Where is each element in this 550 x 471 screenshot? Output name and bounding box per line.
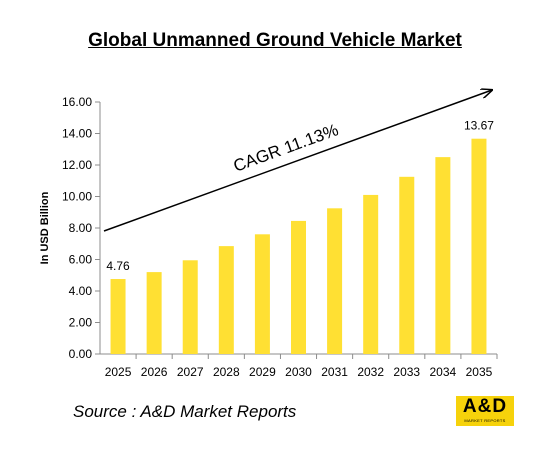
bar <box>327 208 343 354</box>
y-tick-label: 2.00 <box>69 316 93 330</box>
cagr-arrow <box>103 90 492 232</box>
y-tick-label: 12.00 <box>62 158 92 172</box>
bar <box>435 157 451 354</box>
bar <box>291 220 306 354</box>
logo: A&D MARKET REPORTS <box>456 396 514 426</box>
x-tick-label: 2026 <box>141 365 168 379</box>
bar <box>218 246 234 354</box>
bar <box>110 279 126 354</box>
cagr-annotation: CAGR 11.13% <box>231 120 341 176</box>
data-label: 13.67 <box>464 119 494 133</box>
source-text: Source : A&D Market Reports <box>73 402 297 421</box>
y-tick-label: 4.00 <box>69 284 93 298</box>
y-axis-label: In USD Billion <box>39 191 51 264</box>
bar <box>146 272 162 354</box>
x-tick-label: 2028 <box>213 365 240 379</box>
x-tick-label: 2033 <box>393 365 420 379</box>
x-tick-label: 2030 <box>285 365 312 379</box>
y-tick-label: 8.00 <box>69 221 93 235</box>
chart-title: Global Unmanned Ground Vehicle Market <box>88 30 462 51</box>
x-tick-label: 2029 <box>249 365 276 379</box>
y-tick-label: 14.00 <box>62 127 92 141</box>
x-tick-label: 2031 <box>321 365 348 379</box>
x-tick-label: 2025 <box>105 365 132 379</box>
y-tick-label: 6.00 <box>69 253 93 267</box>
x-tick-label: 2034 <box>430 365 457 379</box>
bar <box>182 260 198 354</box>
x-tick-label: 2032 <box>357 365 384 379</box>
bar <box>471 138 487 354</box>
bar <box>363 194 379 354</box>
bar <box>254 234 270 354</box>
bar <box>399 176 415 354</box>
y-tick-label: 0.00 <box>69 347 93 361</box>
data-label: 4.76 <box>106 259 130 273</box>
x-tick-label: 2027 <box>177 365 204 379</box>
y-tick-label: 16.00 <box>62 95 92 109</box>
y-tick-label: 10.00 <box>62 190 92 204</box>
logo-subtext: MARKET REPORTS <box>464 418 506 423</box>
x-tick-label: 2035 <box>466 365 493 379</box>
logo-text: A&D <box>462 396 508 417</box>
